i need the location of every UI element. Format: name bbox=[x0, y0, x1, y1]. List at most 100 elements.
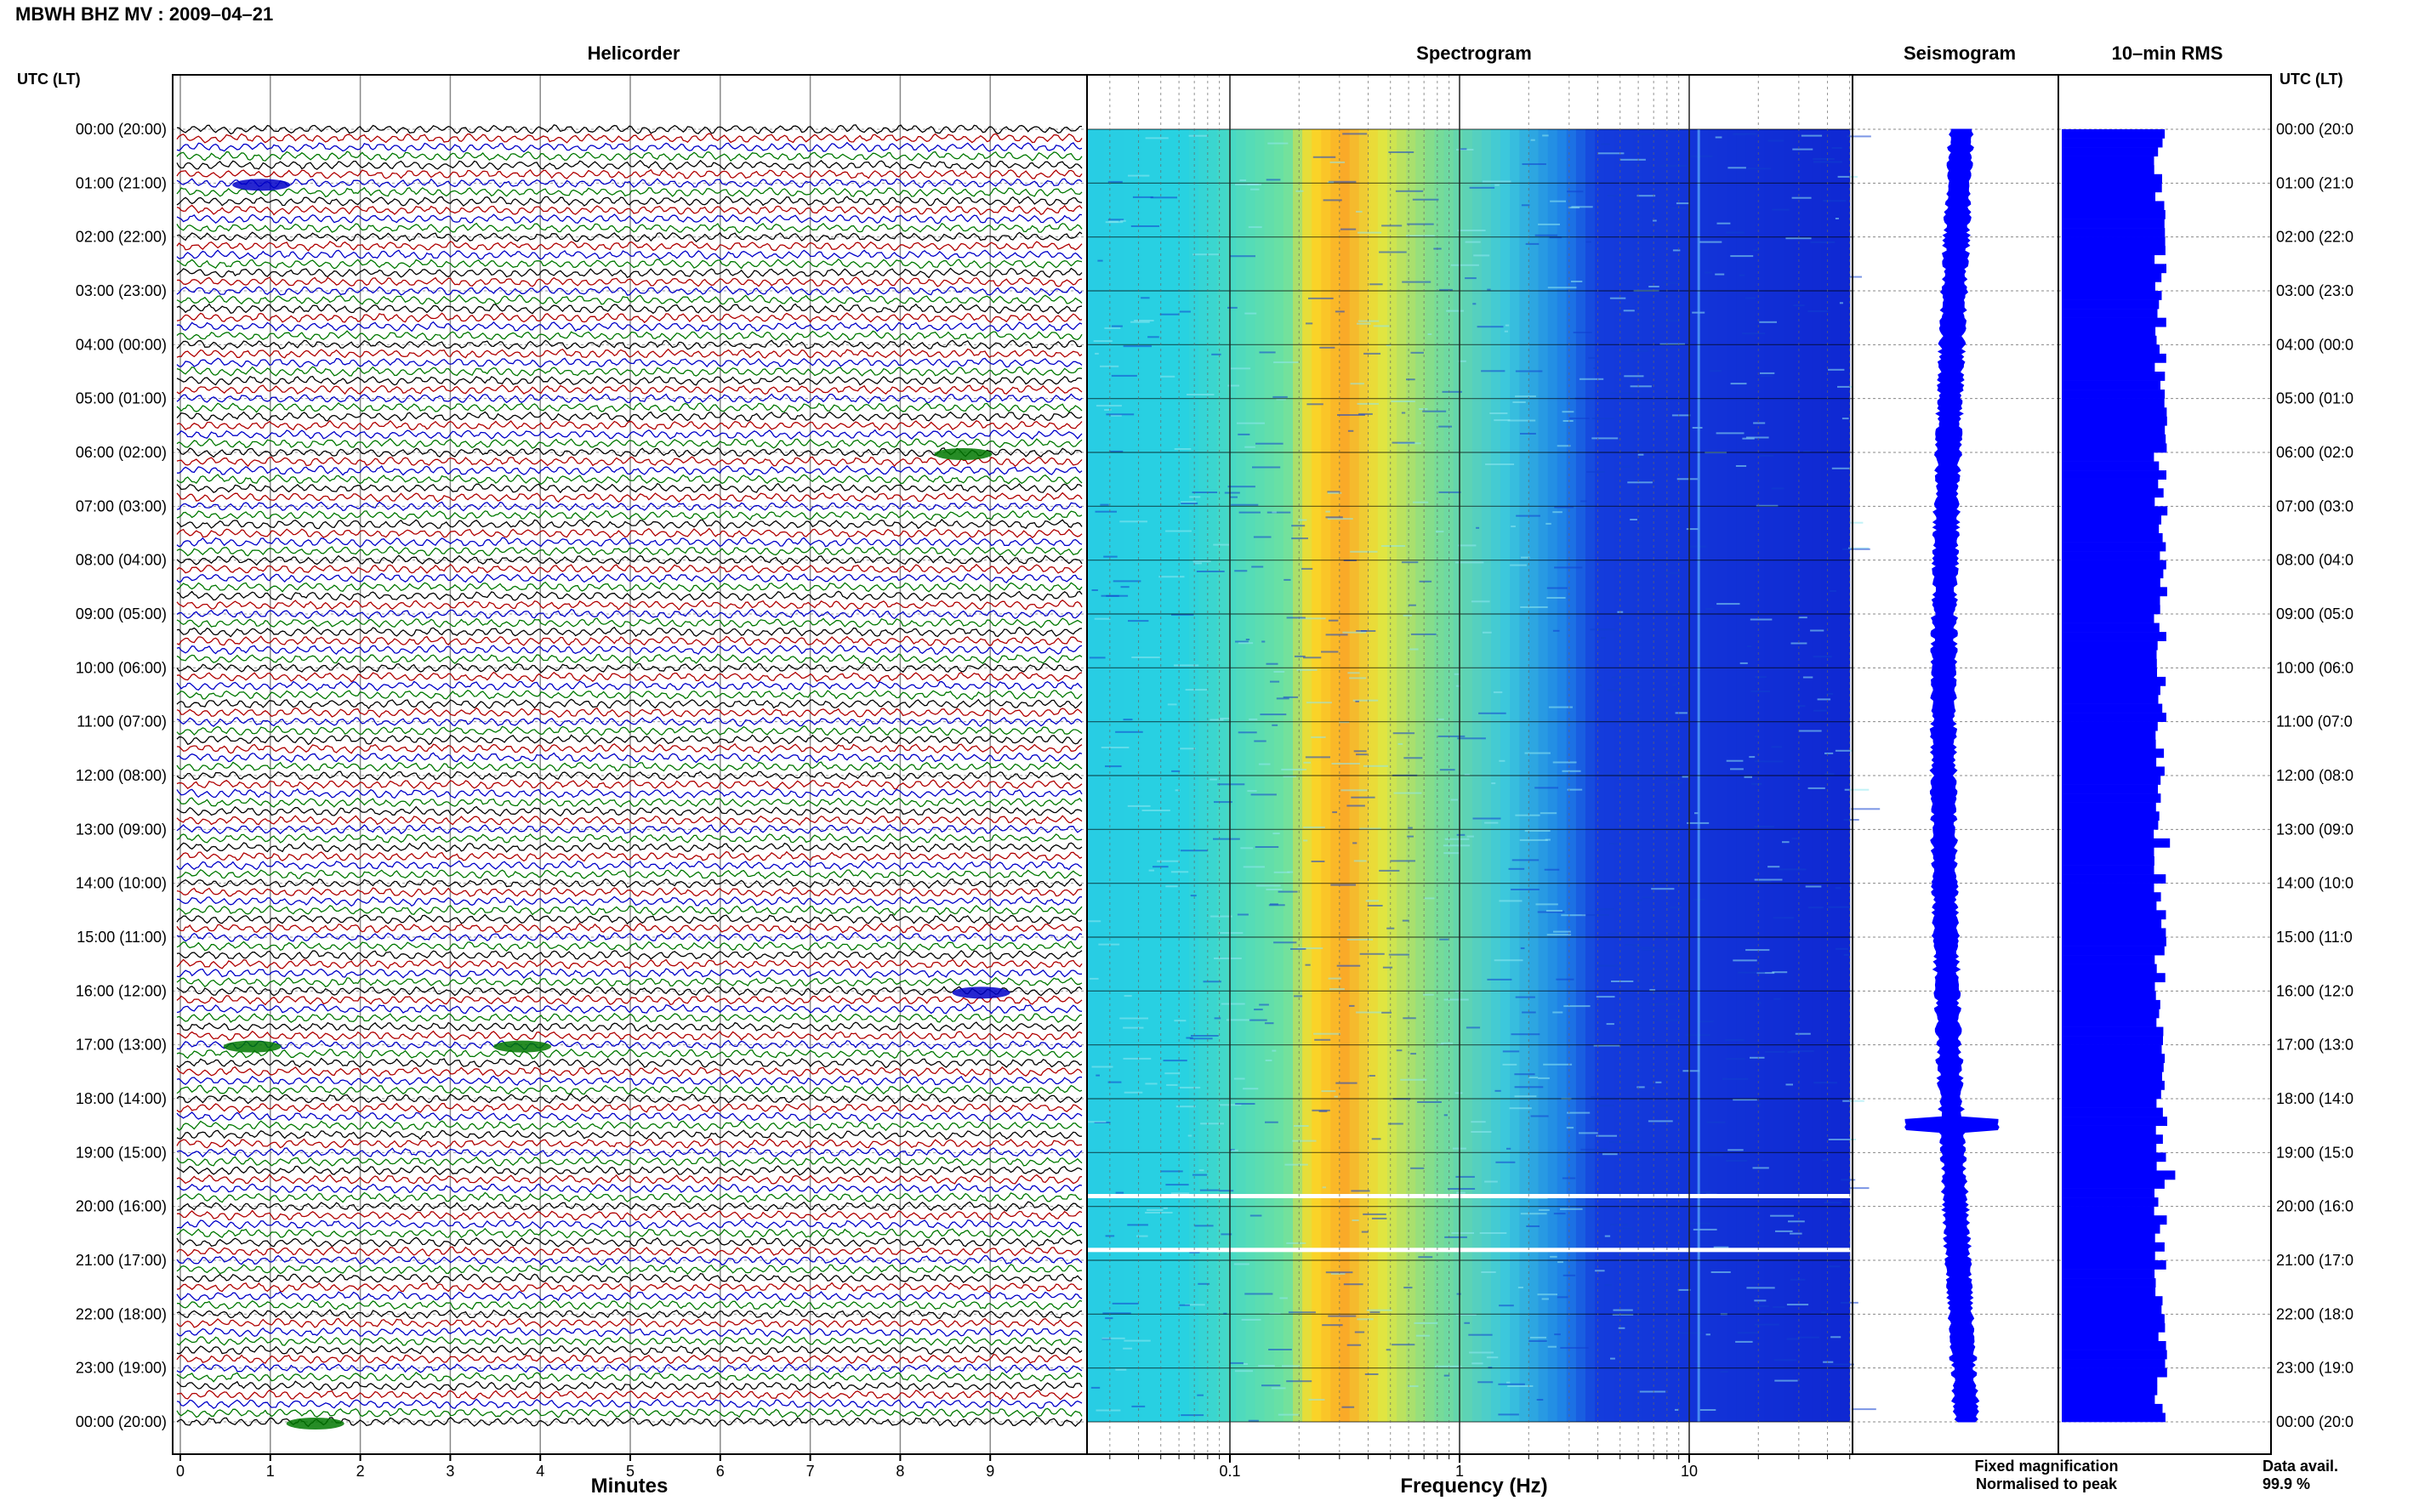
spectrogram-speck bbox=[1160, 1170, 1183, 1173]
spectrogram-speck bbox=[1115, 1368, 1127, 1371]
spectrogram-speck bbox=[1123, 719, 1133, 721]
rms-bar bbox=[2062, 883, 2154, 893]
rms-bar bbox=[2062, 1107, 2163, 1117]
spectrogram-speck bbox=[1107, 180, 1123, 183]
time-label-right: 03:00 (23:0 bbox=[2276, 282, 2354, 299]
time-label-right: 23:00 (19:0 bbox=[2276, 1360, 2354, 1377]
spectrogram-speck bbox=[1515, 814, 1540, 816]
helicorder-trace bbox=[176, 1147, 1083, 1158]
rms-bar bbox=[2062, 1332, 2159, 1342]
spectrogram-speck bbox=[1798, 730, 1822, 732]
spectrogram-speck bbox=[1755, 760, 1784, 763]
spectrogram-speck bbox=[1115, 730, 1143, 733]
rms-bar bbox=[2062, 335, 2157, 345]
spectrogram-speck bbox=[1521, 556, 1530, 559]
spectrogram-speck bbox=[1352, 1219, 1359, 1221]
helicorder-trace bbox=[176, 438, 1083, 449]
rms-bar bbox=[2062, 191, 2155, 202]
spectrogram-speck bbox=[1530, 139, 1535, 141]
helicorder-trace bbox=[176, 1227, 1083, 1239]
rms-bar bbox=[2062, 748, 2165, 759]
spectrogram-speck bbox=[1103, 555, 1118, 558]
rms-bar bbox=[2062, 928, 2166, 938]
spectrogram-speck bbox=[1553, 930, 1571, 933]
data-availability-label: Data avail. bbox=[2262, 1458, 2338, 1475]
rms-bar bbox=[2062, 129, 2166, 139]
rms-title: 10–min RMS bbox=[2112, 43, 2223, 64]
spectrogram-speck bbox=[1273, 361, 1299, 364]
spectrogram-speck bbox=[1807, 310, 1829, 312]
helicorder-trace bbox=[176, 321, 1083, 333]
spectrogram-speck bbox=[1746, 436, 1769, 439]
spectrogram-speck bbox=[1603, 773, 1622, 776]
spectrogram-speck bbox=[1694, 812, 1699, 815]
rms-bar bbox=[2062, 156, 2154, 166]
spectrogram-speck bbox=[1538, 223, 1560, 225]
spectrogram-speck bbox=[1417, 1101, 1442, 1103]
spectrogram-speck bbox=[1329, 988, 1345, 991]
helicorder-trace bbox=[176, 419, 1083, 431]
spectrogram-speck bbox=[1623, 310, 1635, 312]
rms-bar bbox=[2062, 470, 2166, 480]
spectrogram-speck bbox=[1323, 199, 1342, 202]
time-label-left: 16:00 (12:00) bbox=[76, 982, 167, 999]
spectrogram-speck bbox=[1494, 1089, 1501, 1092]
spectrogram-x-tick-label: 0.1 bbox=[1219, 1463, 1240, 1480]
helicorder-trace bbox=[176, 860, 1083, 871]
rms-bar bbox=[2062, 918, 2162, 929]
spectrogram-speck bbox=[1233, 1263, 1249, 1265]
helicorder-trace bbox=[176, 1183, 1083, 1194]
spectrogram-speck bbox=[1219, 717, 1231, 719]
spectrogram-speck bbox=[1272, 395, 1288, 398]
spectrogram-speck bbox=[1371, 1217, 1387, 1219]
spectrogram-speck bbox=[1332, 811, 1337, 814]
rms-bar bbox=[2062, 1296, 2163, 1306]
spectrogram-speck bbox=[1120, 586, 1130, 588]
helicorder-trace bbox=[176, 671, 1083, 683]
spectrogram-speck bbox=[1120, 219, 1126, 222]
spectrogram-speck bbox=[1613, 1309, 1633, 1311]
time-label-left: 18:00 (14:00) bbox=[76, 1090, 167, 1107]
spectrogram-speck bbox=[1662, 281, 1680, 284]
spectrogram-speck bbox=[1167, 703, 1177, 706]
spectrogram-speck bbox=[1392, 732, 1415, 735]
spectrogram-speck bbox=[1443, 998, 1469, 1001]
spectrogram-speck bbox=[1765, 1050, 1785, 1053]
helicorder-trace bbox=[176, 1048, 1083, 1060]
spectrogram-speck bbox=[1514, 1073, 1535, 1076]
helicorder-trace bbox=[176, 375, 1083, 386]
spectrogram-speck bbox=[1506, 1147, 1511, 1150]
spectrogram-speck bbox=[1526, 1225, 1540, 1227]
time-label-right: 00:00 (20:0 bbox=[2276, 121, 2354, 138]
spectrogram-x-axis-label: Frequency (Hz) bbox=[1400, 1475, 1547, 1498]
spectrogram-speck bbox=[1189, 1251, 1200, 1253]
spectrogram-speck bbox=[1655, 1081, 1662, 1083]
spectrogram-speck bbox=[1288, 1311, 1316, 1314]
spectrogram-speck bbox=[1454, 1092, 1463, 1094]
spectrogram-speck bbox=[1356, 630, 1376, 632]
spectrogram-speck bbox=[1715, 273, 1725, 276]
helicorder-trace bbox=[176, 725, 1083, 736]
spectrogram-speck bbox=[1562, 1274, 1576, 1276]
spectrogram-gap bbox=[1087, 1194, 1853, 1198]
spectrogram-speck bbox=[1843, 953, 1849, 956]
spectrogram-speck bbox=[1391, 401, 1415, 402]
spectrogram-speck bbox=[1147, 336, 1159, 338]
spectrogram-speck bbox=[1101, 747, 1130, 748]
helicorder-trace bbox=[177, 895, 1083, 907]
rms-bar bbox=[2062, 362, 2155, 372]
spectrogram-speck bbox=[1651, 888, 1675, 890]
spectrogram-speck bbox=[1270, 680, 1280, 683]
rms-bar bbox=[2062, 614, 2154, 623]
spectrogram-speck bbox=[1273, 670, 1285, 673]
spectrogram-speck bbox=[1664, 572, 1681, 574]
spectrogram-speck bbox=[1261, 1384, 1281, 1387]
helicorder-event bbox=[934, 448, 993, 460]
spectrogram-speck bbox=[1198, 1169, 1204, 1172]
rms-bar bbox=[2062, 1062, 2164, 1072]
spectrogram-speck bbox=[1230, 255, 1255, 258]
helicorder-traces bbox=[176, 124, 1083, 1430]
spectrogram-speck bbox=[1554, 1333, 1561, 1336]
spectrogram-speck bbox=[1580, 500, 1587, 503]
spectrogram-speck bbox=[1610, 392, 1635, 395]
